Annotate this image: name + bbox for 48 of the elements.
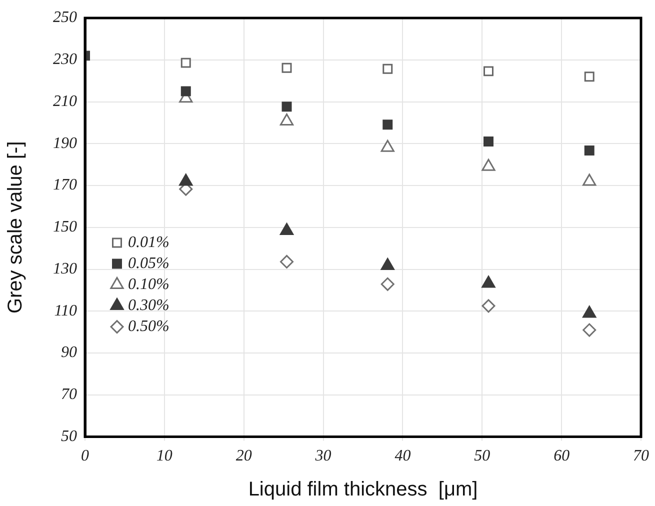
legend-label: 0.50% — [128, 318, 170, 336]
point — [582, 174, 596, 186]
y-tick-label: 70 — [61, 386, 77, 404]
point — [282, 62, 292, 73]
point — [582, 306, 596, 318]
x-tick-label: 10 — [156, 448, 172, 465]
point — [382, 120, 393, 130]
point — [380, 258, 394, 270]
x-tick-label: 70 — [633, 448, 649, 465]
y-tick-label: 130 — [53, 260, 77, 278]
point — [282, 102, 292, 112]
y-tick-label: 230 — [53, 51, 77, 68]
point — [180, 58, 191, 68]
y-tick-label: 110 — [54, 302, 77, 320]
point — [380, 140, 394, 152]
point — [582, 323, 596, 337]
legend-label: 0.10% — [128, 276, 170, 294]
point — [380, 277, 394, 291]
y-tick-label: 250 — [53, 9, 77, 26]
y-tick-label: 150 — [53, 218, 77, 236]
x-axis-title: Liquid film thickness [μm] — [248, 478, 478, 501]
y-tick-label: 210 — [53, 92, 77, 110]
point — [179, 174, 193, 186]
y-tick-label: 190 — [53, 134, 77, 152]
point — [482, 299, 496, 313]
legend-label: 0.05% — [128, 255, 170, 272]
legend-label: 0.01% — [128, 234, 170, 252]
y-tick-label: 50 — [61, 428, 77, 446]
x-tick-label: 50 — [474, 448, 490, 465]
point — [584, 72, 594, 82]
legend-label: 0.30% — [128, 297, 170, 314]
point — [484, 136, 494, 147]
y-axis-title: Grey scale value [-] — [4, 141, 27, 314]
x-tick-label: 20 — [236, 448, 252, 465]
point — [584, 146, 594, 156]
y-tick-label: 170 — [53, 176, 77, 194]
x-tick-label: 40 — [394, 448, 411, 465]
point — [484, 66, 494, 76]
point — [382, 64, 393, 74]
point — [180, 86, 191, 96]
y-tick-label: 90 — [61, 344, 77, 362]
point — [280, 223, 294, 235]
point — [280, 254, 294, 268]
x-tick-label: 60 — [554, 448, 570, 465]
x-tick-label: 30 — [314, 448, 332, 465]
point — [482, 276, 496, 288]
point — [482, 158, 496, 171]
x-tick-label: 0 — [81, 448, 89, 465]
